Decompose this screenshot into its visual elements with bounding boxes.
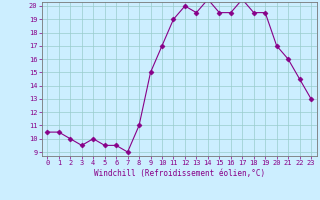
X-axis label: Windchill (Refroidissement éolien,°C): Windchill (Refroidissement éolien,°C) (94, 169, 265, 178)
